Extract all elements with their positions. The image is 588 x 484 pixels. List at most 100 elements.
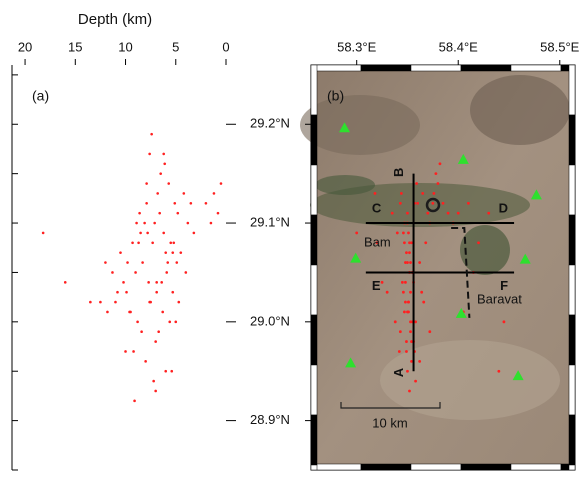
epicenter — [466, 201, 470, 205]
epicenter — [406, 211, 409, 215]
hypocenter — [189, 201, 193, 205]
epicenter — [416, 201, 420, 205]
epicenter — [403, 310, 406, 314]
epicenter — [418, 261, 422, 264]
hypocenter — [135, 221, 138, 225]
y-tick-label: 29.2°N — [250, 116, 290, 131]
x-tick-label: 58.4°E — [439, 39, 479, 54]
hypocenter — [140, 330, 143, 334]
panel-label: (a) — [32, 88, 49, 104]
epicenter — [399, 192, 403, 195]
hypocenter — [168, 320, 172, 324]
hypocenter — [148, 300, 151, 304]
epicenter — [477, 241, 480, 245]
hypocenter — [128, 310, 131, 314]
epicenter — [436, 182, 440, 185]
station — [455, 307, 467, 318]
frame-segment — [310, 364, 318, 416]
x-tick-label: 20 — [18, 39, 32, 54]
station — [519, 253, 531, 264]
hypocenter — [131, 241, 134, 245]
frame-segment — [510, 463, 562, 471]
place-label: Baravat — [477, 291, 522, 306]
frame-segment — [310, 114, 318, 166]
place-label: Bam — [364, 234, 391, 249]
epicenter — [456, 211, 460, 215]
hypocenter — [134, 271, 137, 274]
epicenter — [355, 231, 359, 235]
frame-segment — [568, 214, 576, 266]
hypocenter — [114, 300, 117, 304]
profile-label: A — [391, 367, 406, 377]
hypocenter — [167, 182, 171, 185]
epicenter — [414, 320, 417, 324]
epicenter — [410, 241, 413, 245]
epicenter — [404, 300, 407, 304]
epicenter — [406, 261, 409, 264]
station — [345, 357, 357, 368]
epicenter — [375, 241, 379, 245]
x-axis-title: Depth (km) — [78, 11, 152, 28]
fault-line — [451, 226, 471, 318]
hypocenter — [122, 281, 125, 284]
epicenter — [409, 290, 412, 294]
hypocenter — [152, 379, 155, 383]
frame-segment — [460, 463, 512, 471]
hypocenter — [204, 201, 208, 205]
epicenter — [409, 320, 412, 324]
hypocenter — [176, 211, 180, 215]
profile-label: B — [391, 168, 406, 177]
hypocenter — [63, 281, 67, 284]
profile-label: D — [499, 200, 508, 215]
hypocenter — [147, 281, 150, 284]
epicenter — [380, 280, 384, 284]
epicenter — [410, 340, 413, 343]
frame-segment — [568, 164, 576, 216]
epicenter — [431, 201, 435, 205]
hypocenter — [125, 290, 128, 294]
station — [457, 153, 469, 164]
hypocenter — [148, 152, 151, 156]
epicenter — [487, 211, 491, 215]
hypocenter — [165, 271, 169, 274]
hypocenter — [170, 369, 174, 373]
frame-segment — [568, 114, 576, 166]
hypocenter — [192, 231, 196, 235]
profile-label: F — [500, 278, 508, 293]
epicenter — [407, 310, 410, 314]
epicenter — [426, 211, 430, 215]
station — [350, 252, 362, 263]
frame-segment — [310, 214, 318, 266]
hypocenter — [41, 231, 45, 235]
epicenter — [415, 182, 418, 185]
epicenter — [407, 231, 410, 235]
epicenter — [402, 231, 405, 235]
frame-segment — [410, 64, 462, 72]
frame-segment — [310, 463, 362, 471]
epicenter — [409, 261, 412, 264]
hypocenter — [156, 192, 159, 195]
epicenter — [502, 320, 506, 324]
epicenter — [434, 172, 438, 176]
station — [530, 189, 542, 200]
y-tick-label: 29.1°N — [250, 214, 290, 229]
epicenter — [432, 192, 436, 195]
epicenter — [407, 300, 410, 304]
hypocenter — [157, 330, 160, 334]
frame-segment — [410, 463, 462, 471]
frame-segment — [568, 64, 576, 116]
hypocenter — [161, 310, 165, 314]
x-tick-label: 10 — [118, 39, 132, 54]
epicenter — [408, 251, 411, 255]
epicenter — [405, 340, 408, 343]
hypocenter — [144, 360, 147, 363]
frame-segment — [460, 64, 512, 72]
profile-label: E — [372, 278, 381, 293]
epicenter — [393, 320, 397, 324]
frame-segment — [310, 64, 318, 116]
epicenter — [385, 290, 389, 294]
hypocenter — [145, 182, 148, 185]
epicenter — [395, 231, 399, 235]
epicenter — [405, 350, 408, 353]
